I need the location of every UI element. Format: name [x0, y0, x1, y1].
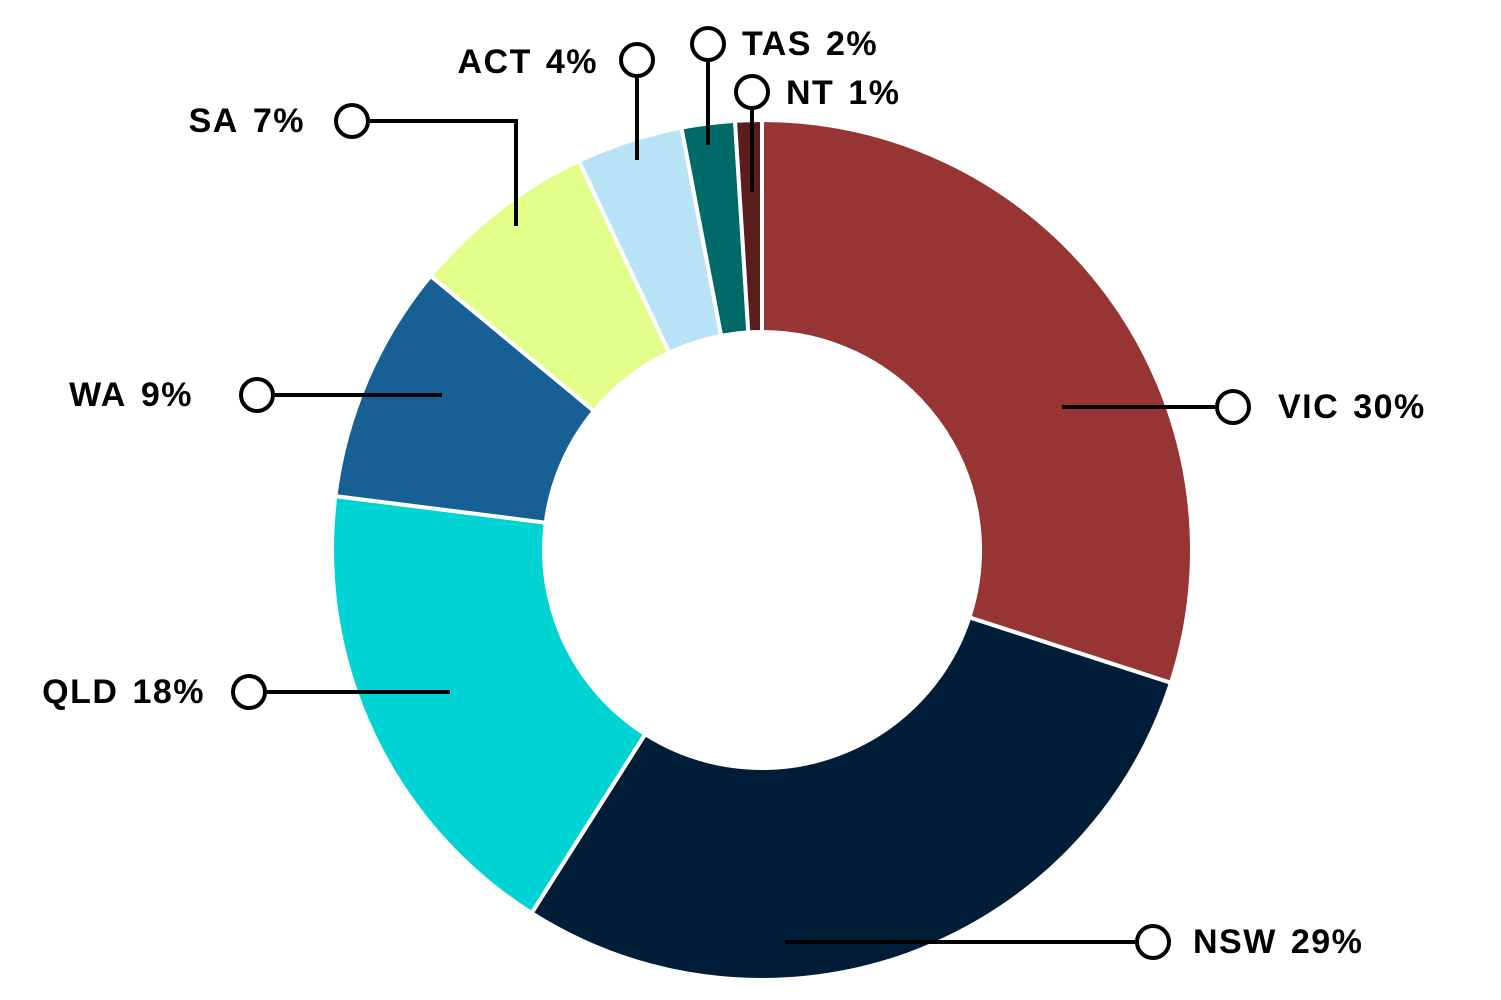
- category-label: NSW: [1193, 923, 1277, 961]
- slice: [732, 117, 764, 335]
- leader-dot: [239, 377, 275, 413]
- category-label: ACT: [457, 43, 531, 81]
- category-label: TAS: [742, 25, 812, 63]
- leader-dot: [619, 42, 655, 78]
- category-label: WA: [69, 376, 127, 414]
- value-label: 4%: [546, 43, 598, 81]
- slice-label: QLD 18%: [42, 673, 205, 711]
- slice-label: ACT 4%: [457, 43, 598, 81]
- slice: [528, 614, 1174, 982]
- value-label: 7%: [253, 102, 305, 140]
- slice-label: VIC 30%: [1278, 388, 1426, 426]
- slice-label: TAS 2%: [742, 25, 878, 63]
- category-label: QLD: [42, 673, 118, 711]
- leader-dot: [1135, 924, 1171, 960]
- value-label: 18%: [132, 673, 205, 711]
- leader-line: [370, 119, 518, 226]
- slice: [330, 493, 648, 916]
- value-label: 30%: [1353, 388, 1426, 426]
- leader-dot: [734, 74, 770, 110]
- leader-dot: [334, 103, 370, 139]
- leader-dot: [1215, 389, 1251, 425]
- value-label: 1%: [848, 74, 900, 112]
- slice-label: WA 9%: [69, 376, 193, 414]
- slice: [760, 117, 1194, 686]
- value-label: 29%: [1291, 923, 1364, 961]
- slice-label: NSW 29%: [1193, 923, 1363, 961]
- value-label: 9%: [141, 376, 193, 414]
- leader-dot: [231, 674, 267, 710]
- category-label: NT: [786, 74, 834, 112]
- category-label: VIC: [1278, 388, 1339, 426]
- category-label: SA: [189, 102, 239, 140]
- value-label: 2%: [826, 25, 878, 63]
- leader-dot: [690, 26, 726, 62]
- slice-label: NT 1%: [786, 74, 900, 112]
- slice-label: SA 7%: [189, 102, 305, 140]
